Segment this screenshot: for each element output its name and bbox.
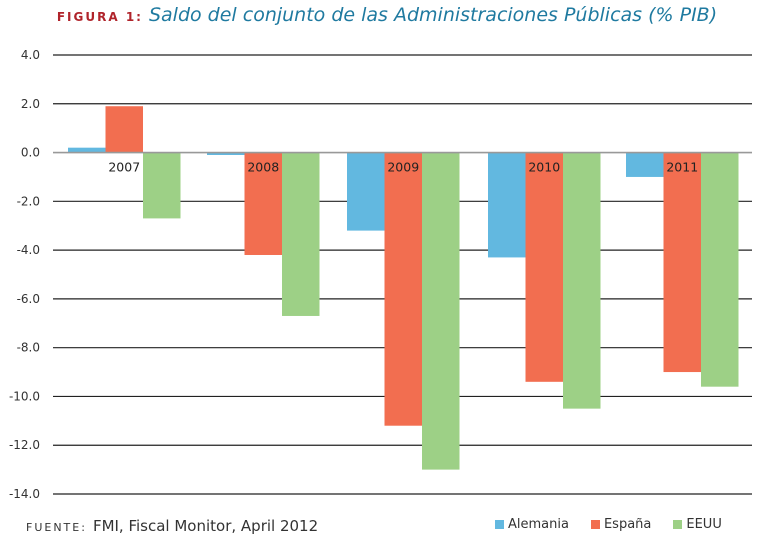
legend: Alemania España EEUU	[495, 517, 722, 532]
legend-swatch-eeuu	[673, 520, 683, 529]
y-tick-label: -10.0	[9, 389, 40, 403]
category-label: 2011	[666, 160, 698, 175]
y-tick-label: -2.0	[17, 194, 40, 208]
bar-eeuu-2010	[563, 152, 601, 409]
y-tick-label: -14.0	[9, 487, 40, 501]
chart-title: FIGURA 1: Saldo del conjunto de las Admin…	[0, 4, 774, 26]
y-tick-label: 2.0	[21, 97, 40, 111]
legend-swatch-espana	[590, 520, 600, 529]
y-tick-label: -6.0	[17, 292, 40, 306]
y-tick-label: 4.0	[21, 48, 40, 62]
y-tick-label: -4.0	[17, 243, 40, 257]
title-text: Saldo del conjunto de las Administracion…	[148, 4, 718, 26]
source-label: FUENTE:	[26, 521, 87, 534]
legend-item-espana: España	[590, 517, 652, 532]
category-label: 2007	[108, 160, 140, 175]
y-tick-label: -12.0	[9, 438, 40, 452]
bar-eeuu-2008	[282, 152, 320, 316]
legend-item-alemania: Alemania	[495, 517, 569, 532]
bar-eeuu-2007	[143, 152, 181, 219]
y-tick-label: 0.0	[21, 146, 40, 160]
category-label: 2010	[528, 160, 560, 175]
category-label: 2008	[247, 160, 279, 175]
bar-espana-2011	[663, 152, 701, 373]
legend-item-eeuu: EEUU	[673, 517, 722, 532]
legend-swatch-alemania	[495, 520, 504, 529]
category-label: 2009	[387, 160, 419, 175]
legend-label-eeuu: EEUU	[686, 517, 722, 532]
source-text: FMI, Fiscal Monitor, April 2012	[92, 517, 319, 535]
source-note: FUENTE: FMI, Fiscal Monitor, April 2012	[26, 517, 318, 535]
bar-eeuu-2011	[701, 152, 739, 387]
category-labels: 2007 2008 2009 2010 2011	[108, 160, 698, 175]
y-tick-label: -8.0	[17, 341, 40, 355]
bar-alemania-2009	[347, 152, 385, 231]
bar-espana-2010	[525, 152, 563, 382]
bar-espana-2009	[384, 152, 422, 426]
bar-alemania-2010	[488, 152, 526, 258]
figure-label: FIGURA 1:	[56, 10, 143, 24]
legend-label-alemania: Alemania	[508, 517, 569, 532]
y-axis-ticks: 4.0 2.0 0.0 -2.0 -4.0 -6.0 -8.0 -10.0 -12.0 -14.0	[9, 48, 40, 501]
bars	[68, 106, 739, 470]
legend-label-espana: España	[603, 517, 652, 532]
bar-alemania-2011	[626, 152, 664, 177]
bar-espana-2007	[105, 106, 143, 153]
bar-alemania-2008	[207, 152, 245, 155]
bar-espana-2008	[244, 152, 282, 255]
bar-alemania-2007	[68, 147, 106, 153]
bar-eeuu-2009	[422, 152, 460, 470]
